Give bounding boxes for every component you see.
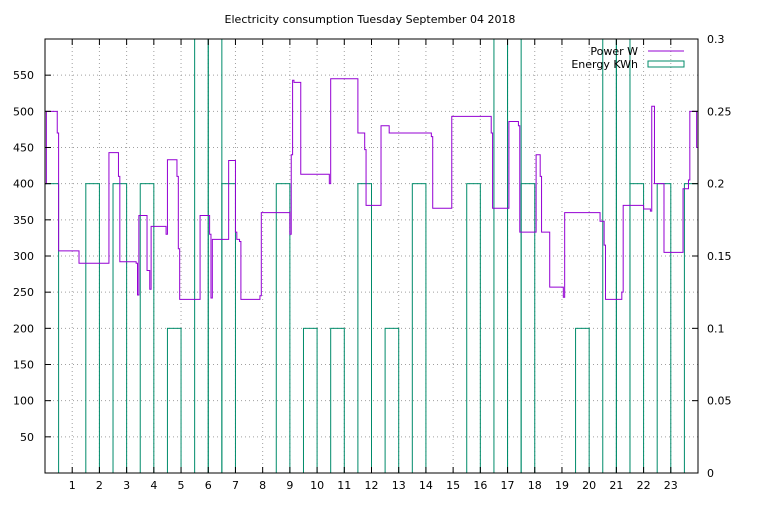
y-left-tick-label: 300 (13, 250, 34, 263)
x-tick-label: 23 (664, 479, 678, 492)
x-tick-label: 14 (419, 479, 433, 492)
y-left-tick-label: 450 (13, 142, 34, 155)
x-tick-label: 17 (501, 479, 515, 492)
energy-series (44, 38, 699, 474)
power-series (45, 78, 699, 300)
legend-swatch-energy (647, 60, 685, 68)
energy-bar (411, 183, 427, 474)
energy-bar (384, 327, 400, 474)
x-tick-label: 10 (310, 479, 324, 492)
y-left-tick-label: 250 (13, 286, 34, 299)
x-tick-label: 12 (365, 479, 379, 492)
x-tick-label: 5 (178, 479, 185, 492)
energy-bar (520, 183, 536, 474)
legend-label-power: Power W (590, 45, 638, 58)
y-right-tick-label: 0.3 (707, 33, 725, 46)
x-tick-label: 9 (286, 479, 293, 492)
energy-bar (275, 183, 291, 474)
y-right-tick-label: 0.25 (707, 105, 732, 118)
x-tick-label: 20 (582, 479, 596, 492)
y-right-tick-label: 0.1 (707, 322, 725, 335)
power-line (45, 78, 699, 300)
y-left-tick-label: 50 (20, 431, 34, 444)
chart-title: Electricity consumption Tuesday Septembe… (225, 13, 516, 26)
tick-layer: 1 2 3 4 5 6 7 8 9 10 11 12 13 14 15 16 17 18 19 20 21 22 23501… (13, 33, 732, 492)
x-tick-label: 6 (205, 479, 212, 492)
energy-bar (207, 38, 223, 474)
x-tick-label: 13 (392, 479, 406, 492)
x-tick-label: 19 (555, 479, 569, 492)
x-tick-label: 3 (123, 479, 130, 492)
x-tick-label: 4 (150, 479, 157, 492)
x-tick-label: 11 (337, 479, 351, 492)
y-left-tick-label: 150 (13, 359, 34, 372)
y-left-tick-label: 400 (13, 178, 34, 191)
y-right-tick-label: 0 (707, 467, 714, 480)
x-tick-label: 8 (259, 479, 266, 492)
x-tick-label: 21 (609, 479, 623, 492)
x-tick-label: 1 (69, 479, 76, 492)
x-tick-label: 2 (96, 479, 103, 492)
y-left-tick-label: 550 (13, 69, 34, 82)
x-tick-label: 7 (232, 479, 239, 492)
y-left-tick-label: 350 (13, 214, 34, 227)
y-left-tick-label: 200 (13, 322, 34, 335)
y-left-tick-label: 100 (13, 395, 34, 408)
legend: Power W Energy KWh (571, 45, 685, 71)
y-right-tick-label: 0.15 (707, 250, 732, 263)
x-tick-label: 22 (637, 479, 651, 492)
legend-label-energy: Energy KWh (571, 58, 638, 71)
y-left-tick-label: 500 (13, 105, 34, 118)
y-right-tick-label: 0.05 (707, 395, 732, 408)
x-tick-label: 18 (528, 479, 542, 492)
x-tick-label: 15 (446, 479, 460, 492)
x-tick-label: 16 (473, 479, 487, 492)
y-right-tick-label: 0.2 (707, 178, 725, 191)
